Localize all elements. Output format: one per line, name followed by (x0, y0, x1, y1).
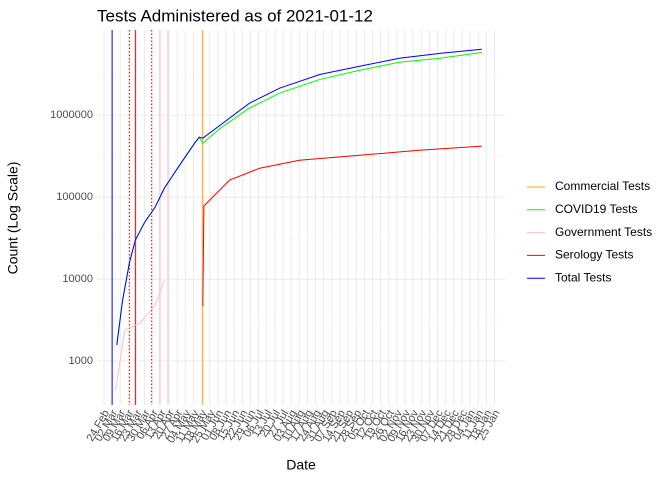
y-tick-label: 10000 (62, 273, 93, 285)
series-line (115, 280, 165, 390)
y-tick-label: 1000 (69, 355, 93, 367)
x-axis-title: Date (286, 457, 316, 473)
legend-label: Total Tests (555, 270, 611, 284)
series-line (202, 145, 482, 306)
legend-label: COVID19 Tests (555, 202, 637, 216)
legend-label: Commercial Tests (555, 179, 650, 193)
series-line (116, 48, 482, 346)
chart-title: Tests Administered as of 2021-01-12 (97, 6, 373, 25)
y-axis-title: Count (Log Scale) (5, 162, 21, 275)
legend-label: Government Tests (555, 225, 652, 239)
y-tick-label: 1000000 (50, 109, 93, 121)
y-tick-label: 100000 (56, 191, 93, 203)
legend-label: Serology Tests (555, 248, 634, 262)
